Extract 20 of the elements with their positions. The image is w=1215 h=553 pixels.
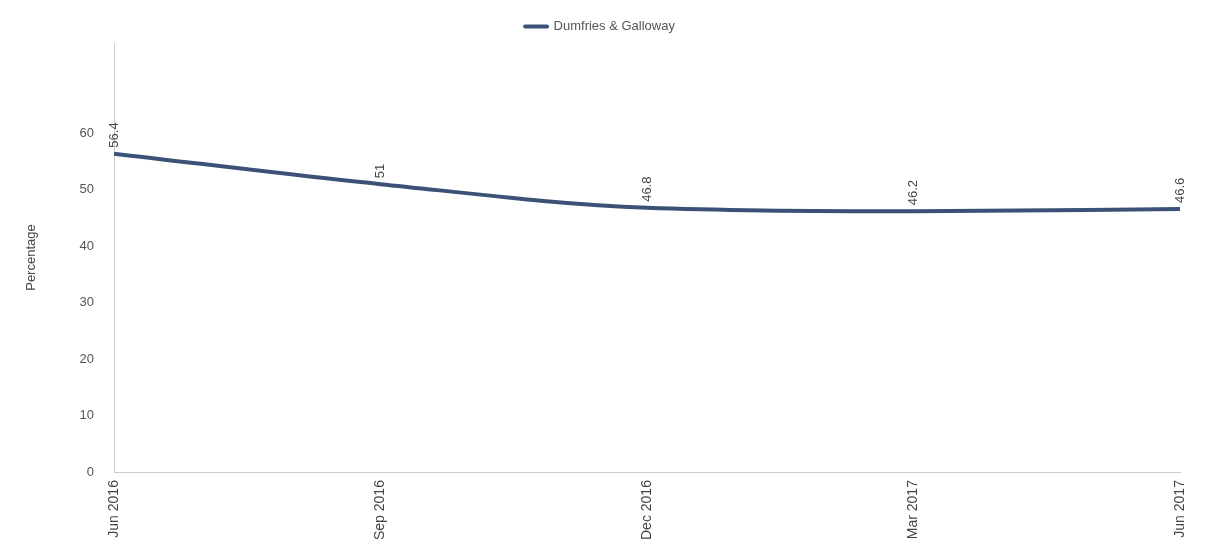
y-tick-label: 20 xyxy=(79,350,95,366)
y-tick-label: 0 xyxy=(86,463,95,479)
y-tick-label: 40 xyxy=(79,237,95,253)
y-tick-label: 30 xyxy=(79,294,95,310)
data-label: 46.2 xyxy=(905,179,921,206)
line-series xyxy=(112,151,1182,214)
x-tick-label: Dec 2016 xyxy=(637,479,654,540)
x-tick-label: Jun 2017 xyxy=(1170,479,1187,538)
y-tick-label: 50 xyxy=(79,181,95,197)
y-tick-label: 10 xyxy=(79,407,95,423)
y-axis-title: Percentage xyxy=(23,224,39,291)
data-label: 51 xyxy=(372,163,388,179)
data-label: 46.8 xyxy=(638,176,654,202)
data-label: 46.6 xyxy=(1171,177,1187,203)
x-tick-label: Sep 2016 xyxy=(371,479,388,541)
y-tick-label: 60 xyxy=(79,124,95,140)
data-label: 56.4 xyxy=(105,122,121,148)
x-tick-label: Jun 2016 xyxy=(104,479,121,538)
legend-label: Dumfries & Galloway xyxy=(553,18,676,34)
x-tick-label: Mar 2017 xyxy=(904,479,921,540)
